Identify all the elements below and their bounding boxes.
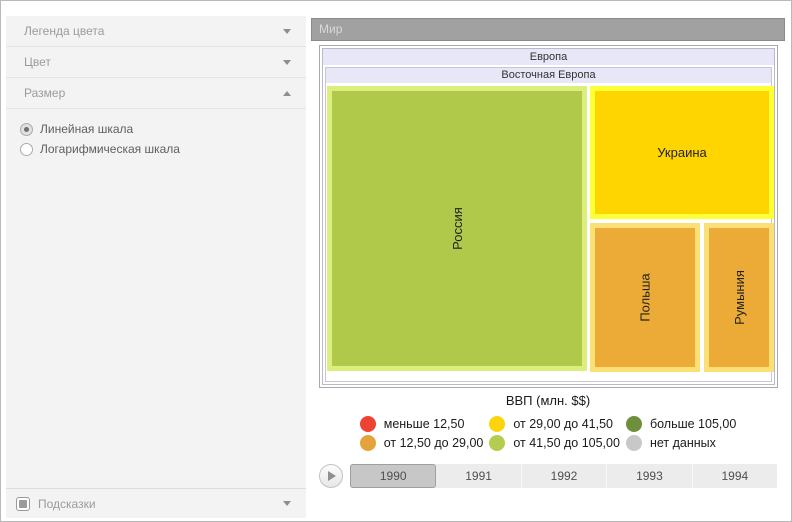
region-header-europe[interactable]: Европа	[323, 49, 774, 65]
checkbox-fill-icon	[19, 499, 27, 508]
legend-dot	[489, 415, 506, 432]
radio-button[interactable]	[20, 142, 33, 156]
legend-label: меньше 12,50	[383, 416, 465, 431]
play-button[interactable]	[319, 464, 343, 488]
legend-item: от 12,50 до 29,00	[359, 433, 484, 452]
legend-item: от 41,50 до 105,00	[489, 433, 620, 452]
treemap-group-eastern-europe: Восточная Европа Россия Украина	[325, 67, 774, 382]
legend-dot	[359, 434, 376, 451]
legend-grid: меньше 12,50 от 12,50 до 29,00 от 29,00 …	[359, 414, 737, 452]
treemap: Европа Восточная Европа Россия Украина	[319, 45, 778, 388]
treemap-group-europe: Европа Восточная Европа Россия Украина	[322, 48, 775, 385]
chevron-down-icon	[283, 59, 291, 65]
year-button-1990[interactable]: 1990	[350, 464, 437, 488]
chevron-down-icon	[283, 28, 291, 34]
tooltips-checkbox[interactable]	[16, 496, 30, 511]
cell-romania[interactable]: Румыния	[704, 223, 774, 372]
cell-ukraine[interactable]: Украина	[590, 86, 774, 219]
legend-item: нет данных	[625, 433, 736, 452]
treemap-cells: Россия Украина Польша	[326, 83, 774, 381]
sidebar-section-tooltips[interactable]: Подсказки	[6, 488, 306, 518]
legend-dot	[625, 415, 642, 432]
legend-label: от 12,50 до 29,00	[383, 435, 484, 450]
sidebar-section-label: Подсказки	[38, 496, 96, 511]
legend-dot	[359, 415, 376, 432]
sidebar-section-label: Цвет	[24, 55, 51, 69]
sidebar-section-size[interactable]: Размер	[6, 78, 306, 109]
legend-title: ВВП (млн. $$)	[505, 393, 591, 408]
legend: ВВП (млн. $$) меньше 12,50 от 12,50 до 2…	[311, 393, 785, 452]
radio-label: Линейная шкала	[40, 122, 134, 136]
cell-fill: Румыния	[709, 228, 769, 367]
play-icon	[328, 471, 336, 481]
legend-label: нет данных	[649, 435, 716, 450]
year-button-1993[interactable]: 1993	[607, 464, 693, 488]
cell-label: Россия	[449, 207, 465, 250]
year-button-1994[interactable]: 1994	[721, 469, 749, 483]
legend-label: от 41,50 до 105,00	[513, 435, 620, 450]
radio-log-scale[interactable]: Логарифмическая шкала	[20, 140, 306, 158]
main-panel: Мир Европа Восточная Европа Россия	[311, 18, 785, 488]
cell-label: Украина	[657, 145, 707, 160]
timeline: 1990 1991 1992 1993 1994	[319, 464, 777, 488]
cell-label: Румыния	[731, 270, 747, 325]
world-title: Мир	[319, 22, 343, 36]
cell-russia[interactable]: Россия	[327, 86, 587, 371]
cell-fill: Украина	[595, 91, 769, 214]
radio-label: Логарифмическая шкала	[40, 142, 180, 156]
cell-fill: Польша	[595, 228, 695, 367]
year-button-1992[interactable]: 1992	[522, 464, 608, 488]
legend-item: больше 105,00	[625, 414, 737, 433]
sidebar-spacer	[6, 169, 306, 488]
year-button-1991[interactable]: 1991	[436, 464, 522, 488]
cell-label: Польша	[637, 273, 653, 322]
sidebar-section-color-legend[interactable]: Легенда цвета	[6, 16, 306, 47]
radio-button-selected[interactable]	[20, 122, 33, 136]
sidebar: Легенда цвета Цвет Размер Линейная шкала…	[6, 16, 306, 518]
year-bar: 1990 1991 1992 1993 1994	[350, 464, 777, 488]
legend-dot	[625, 434, 642, 451]
size-scale-options: Линейная шкала Логарифмическая шкала	[6, 109, 306, 169]
legend-item: меньше 12,50	[359, 414, 484, 433]
chevron-up-icon	[283, 90, 291, 96]
world-title-bar: Мир	[311, 18, 785, 41]
radio-linear-scale[interactable]: Линейная шкала	[20, 120, 306, 138]
legend-dot	[489, 434, 506, 451]
cell-poland[interactable]: Польша	[590, 223, 700, 372]
sidebar-section-label: Легенда цвета	[24, 24, 105, 38]
sidebar-section-color[interactable]: Цвет	[6, 47, 306, 78]
sidebar-section-label: Размер	[24, 86, 66, 100]
legend-item: от 29,00 до 41,50	[489, 414, 620, 433]
cell-fill: Россия	[332, 91, 582, 366]
chevron-down-icon	[283, 501, 291, 506]
region-header-eastern-europe[interactable]: Восточная Европа	[326, 68, 771, 83]
legend-label: больше 105,00	[649, 416, 737, 431]
legend-label: от 29,00 до 41,50	[513, 416, 613, 431]
